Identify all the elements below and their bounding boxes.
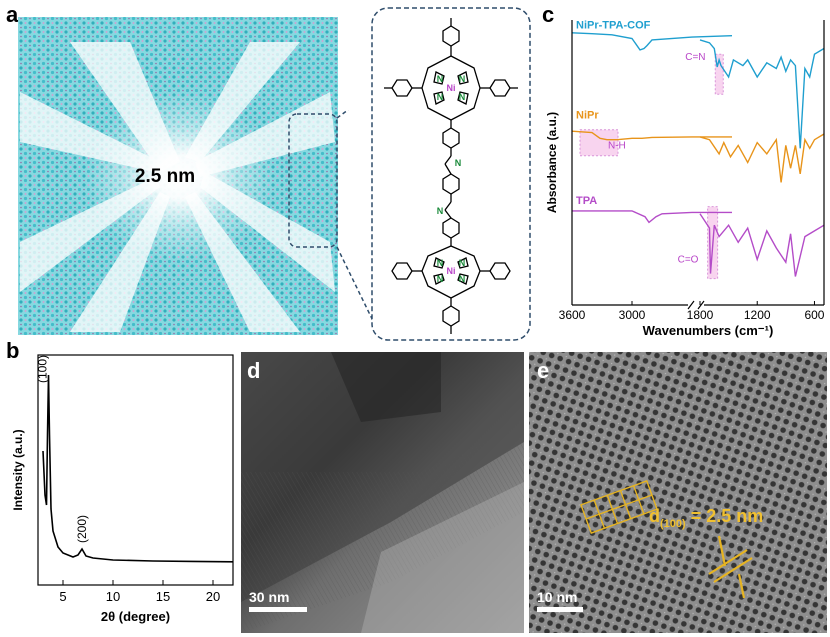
pxrd-peak-label-200: (200) <box>75 515 89 543</box>
n-label-7: N <box>437 274 444 284</box>
panel-e-label: e <box>537 358 549 383</box>
tem-image: 30 nm d <box>241 352 524 633</box>
ftir-chart: NiPr-TPA-COF NiPr TPA C=N N-H C=O 3600 3000 180… <box>545 20 825 338</box>
pxrd-x-tick-label: 20 <box>206 589 220 604</box>
pxrd-plot-frame <box>37 354 234 586</box>
ftir-series-line <box>571 32 733 51</box>
panel-b-label: b <box>6 338 20 363</box>
n-label-5: N <box>437 258 444 268</box>
imine-n-label-2: N <box>437 206 444 216</box>
ftir-x-tick-label: 1800 <box>687 308 714 322</box>
ftir-x-tick-label: 1200 <box>744 308 771 322</box>
ftir-x-axis-label: Wavenumbers (cm⁻¹) <box>643 323 774 338</box>
pxrd-y-axis-label: Intensity (a.u.) <box>11 429 25 510</box>
nh-annotation: N-H <box>608 140 626 151</box>
n-label-2: N <box>459 74 466 84</box>
ftir-x-tick-label: 3000 <box>619 308 646 322</box>
hrtem-image: d(100) = 2.5 nm 10 nm e <box>529 352 827 633</box>
pxrd-series-line <box>42 374 234 563</box>
ftir-series-label: TPA <box>576 195 597 207</box>
zoom-connector-lines <box>288 110 376 326</box>
n-label-4: N <box>459 92 466 102</box>
pxrd-x-axis-label: 2θ (degree) <box>101 609 170 624</box>
pxrd-x-tick-label: 5 <box>59 589 66 604</box>
n-label-8: N <box>459 274 466 284</box>
ftir-y-axis-label: Absorbance (a.u.) <box>545 112 559 213</box>
n-label-1: N <box>437 74 444 84</box>
nh-highlight <box>579 129 619 157</box>
nickel-label-bottom: Ni <box>447 266 456 276</box>
scale-bar-e <box>537 607 583 612</box>
d-spacing-main: d <box>649 506 660 526</box>
ftir-series-line <box>699 133 825 183</box>
n-label-3: N <box>437 92 444 102</box>
pxrd-peak-label-100: (100) <box>36 355 50 383</box>
nickel-label-top: Ni <box>447 83 456 93</box>
ftir-x-tick-label: 600 <box>804 308 824 322</box>
panel-a-label: a <box>6 2 19 27</box>
scale-bar-e-label: 10 nm <box>537 589 577 605</box>
d-spacing-value: = 2.5 nm <box>686 506 764 526</box>
pxrd-chart: (100) (200) 5 10 15 20 2θ (degree) Intensity (… <box>11 354 234 624</box>
co-annotation: C=O <box>678 254 699 265</box>
ftir-series-line <box>699 39 825 149</box>
n-label-6: N <box>459 258 466 268</box>
scale-bar-d-label: 30 nm <box>249 589 289 605</box>
cn-annotation: C=N <box>685 52 705 63</box>
imine-n-label-1: N <box>455 158 462 168</box>
panel-c-label: c <box>542 2 555 27</box>
d-spacing-sub: (100) <box>660 518 686 530</box>
panel-d-label: d <box>247 358 260 383</box>
ftir-series-label: NiPr-TPA-COF <box>576 20 651 32</box>
scale-bar-d <box>249 607 307 612</box>
axis-break-mark-2 <box>697 300 705 310</box>
ftir-x-tick-label: 3600 <box>559 308 586 322</box>
ftir-series-line <box>699 213 825 277</box>
axis-break-mark-1 <box>687 300 695 310</box>
chemical-structure: Ni Ni N N N N N N N N N N <box>371 7 531 341</box>
ftir-series-line <box>571 130 732 141</box>
pxrd-x-tick-label: 10 <box>106 589 120 604</box>
svg-text:d(100) = 2.5 nm: d(100) = 2.5 nm <box>649 506 763 530</box>
pxrd-x-tick-label: 15 <box>156 589 170 604</box>
cn-highlight <box>714 53 724 95</box>
ftir-series-label: NiPr <box>576 109 599 121</box>
ftir-series-line <box>572 210 732 224</box>
cof-framework-image: 2.5 nm <box>18 17 338 335</box>
pore-size-label: 2.5 nm <box>135 166 195 187</box>
